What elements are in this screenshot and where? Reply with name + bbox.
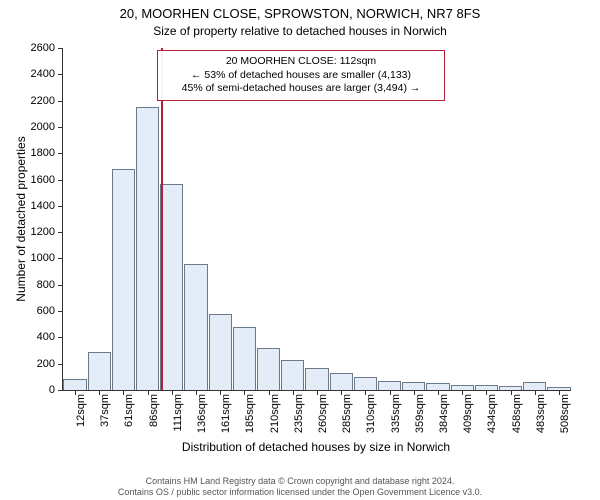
histogram-bar [402,382,425,390]
x-tick-label: 37sqm [99,394,111,427]
x-tick-label: 235sqm [293,394,305,433]
y-tick-mark [58,48,63,49]
y-tick-mark [58,180,63,181]
x-tick-label: 12sqm [75,394,87,427]
y-tick-mark [58,153,63,154]
y-tick-mark [58,364,63,365]
x-tick-label: 136sqm [196,394,208,433]
footer-line-2: Contains OS / public sector information … [0,487,600,498]
chart-title-sub: Size of property relative to detached ho… [0,24,600,38]
histogram-bar [209,314,232,390]
x-tick-label: 483sqm [535,394,547,433]
x-tick-label: 185sqm [244,394,256,433]
annotation-line-3: 45% of semi-detached houses are larger (… [166,82,436,96]
histogram-bar [112,169,135,390]
histogram-bar [160,184,183,391]
footer-line-1: Contains HM Land Registry data © Crown c… [0,476,600,487]
histogram-bar [136,107,159,390]
histogram-bar [330,373,353,390]
histogram-bar [184,264,207,390]
x-tick-label: 384sqm [438,394,450,433]
y-axis-label: Number of detached properties [14,48,28,390]
x-tick-label: 508sqm [559,394,571,433]
histogram-bar [523,382,546,390]
x-tick-label: 111sqm [172,394,184,432]
y-tick-mark [58,74,63,75]
histogram-bar [63,379,86,390]
y-tick-mark [58,206,63,207]
x-tick-label: 409sqm [462,394,474,433]
histogram-bar [281,360,304,390]
y-tick-mark [58,101,63,102]
x-tick-label: 434sqm [486,394,498,433]
histogram-bar [257,348,280,390]
x-tick-label: 260sqm [317,394,329,433]
x-tick-label: 86sqm [148,394,160,427]
x-tick-label: 359sqm [414,394,426,433]
y-tick-mark [58,232,63,233]
chart-plot-area: 0200400600800100012001400160018002000220… [62,48,571,391]
x-tick-label: 285sqm [341,394,353,433]
chart-title-main: 20, MOORHEN CLOSE, SPROWSTON, NORWICH, N… [0,6,600,21]
histogram-bar [233,327,256,390]
y-tick-mark [58,127,63,128]
histogram-bar [88,352,111,390]
x-tick-label: 161sqm [220,394,232,433]
annotation-box: 20 MOORHEN CLOSE: 112sqm← 53% of detache… [157,50,445,101]
histogram-bar [305,368,328,390]
y-tick-mark [58,311,63,312]
histogram-bar [378,381,401,390]
annotation-line-2: ← 53% of detached houses are smaller (4,… [166,69,436,83]
y-tick-mark [58,258,63,259]
x-tick-label: 458sqm [511,394,523,433]
y-tick-mark [58,390,63,391]
x-tick-label: 310sqm [365,394,377,433]
y-tick-mark [58,337,63,338]
x-tick-label: 210sqm [269,394,281,433]
y-tick-mark [58,285,63,286]
histogram-bar [354,377,377,390]
annotation-line-1: 20 MOORHEN CLOSE: 112sqm [166,55,436,69]
x-axis-label: Distribution of detached houses by size … [62,440,570,454]
footer-attribution: Contains HM Land Registry data © Crown c… [0,476,600,499]
x-tick-label: 335sqm [390,394,402,433]
x-tick-label: 61sqm [123,394,135,427]
chart-container: 20, MOORHEN CLOSE, SPROWSTON, NORWICH, N… [0,0,600,500]
